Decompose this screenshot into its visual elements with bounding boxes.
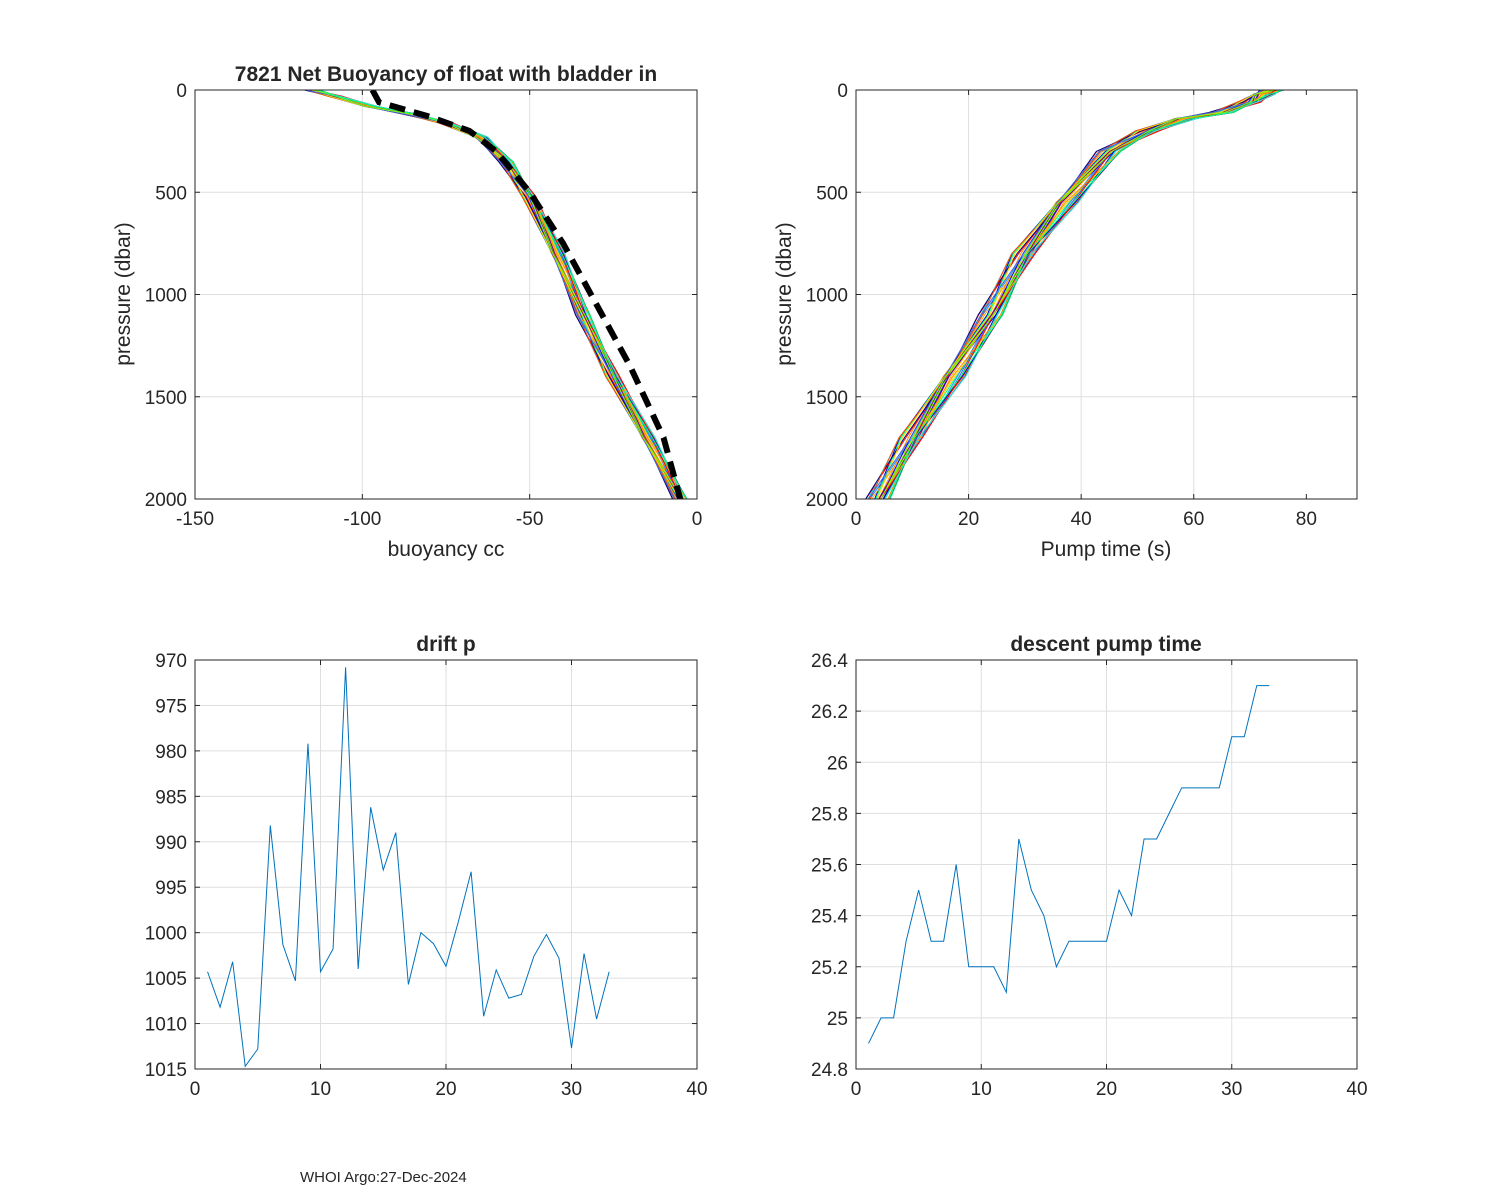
descentpump-ytick-label: 25.2 (811, 958, 848, 979)
buoyancy-ytick-label: 1500 (145, 388, 187, 409)
buoyancy-xtick-label: 0 (692, 509, 703, 530)
descentpump-series-line (868, 685, 1270, 1044)
descentpump-ticks: 0 10 20 30 40 24.8 25 25.2 25.4 25.6 25.8 26 26.2 26.… (811, 651, 1368, 1100)
pumptime-profile-line (879, 90, 1275, 499)
pumptime-xlabel: Pump time (s) (1041, 538, 1172, 561)
pumptime-ytick-label: 2000 (806, 490, 848, 511)
driftp-ytick-label: 985 (155, 787, 187, 808)
buoyancy-ytick-label: 2000 (145, 490, 187, 511)
buoyancy-ytick-label: 1000 (145, 286, 187, 307)
descentpump-xtick-label: 0 (851, 1079, 862, 1100)
descentpump-ytick-label: 25.8 (811, 804, 848, 825)
buoyancy-panel: -150 -100 -50 0 0 500 1000 1500 2000 7821 Net Bu… (112, 63, 702, 561)
driftp-panel: 0 10 20 30 40 970 975 980 985 990 995 1000 1005 1010 1… (145, 633, 708, 1100)
driftp-xtick-label: 20 (435, 1079, 456, 1100)
pumptime-ticks: 0 20 40 60 80 0 500 1000 1500 2000 (806, 81, 1357, 530)
buoyancy-xtick-label: -100 (343, 509, 381, 530)
driftp-ytick-label: 1000 (145, 924, 187, 945)
driftp-xtick-label: 0 (190, 1079, 201, 1100)
pumptime-profiles (865, 90, 1285, 499)
driftp-ytick-label: 980 (155, 742, 187, 763)
pumptime-xtick-label: 80 (1296, 509, 1317, 530)
buoyancy-profile-line (318, 90, 687, 499)
pumptime-ytick-label: 0 (837, 81, 848, 102)
buoyancy-xtick-label: -50 (516, 509, 543, 530)
descentpump-ytick-label: 25.4 (811, 907, 848, 928)
driftp-ytick-label: 970 (155, 651, 187, 672)
driftp-ytick-label: 990 (155, 833, 187, 854)
descentpump-ytick-label: 26.4 (811, 651, 848, 672)
pumptime-ylabel: pressure (dbar) (773, 222, 796, 366)
descentpump-panel: 0 10 20 30 40 24.8 25 25.2 25.4 25.6 25.8 26 26.2 26.… (811, 633, 1368, 1100)
descentpump-title: descent pump time (1010, 633, 1201, 656)
buoyancy-xtick-label: -150 (176, 509, 214, 530)
driftp-xtick-label: 30 (561, 1079, 582, 1100)
pumptime-profile-line (869, 90, 1264, 499)
driftp-ytick-label: 1010 (145, 1015, 187, 1036)
driftp-xtick-label: 10 (310, 1079, 331, 1100)
descentpump-ytick-label: 26 (827, 753, 848, 774)
descentpump-xtick-label: 20 (1096, 1079, 1117, 1100)
driftp-series-line (207, 667, 610, 1068)
driftp-xtick-label: 40 (686, 1079, 707, 1100)
buoyancy-grid (195, 90, 697, 499)
driftp-ytick-label: 975 (155, 696, 187, 717)
buoyancy-title: 7821 Net Buoyancy of float with bladder … (235, 63, 657, 86)
buoyancy-ylabel: pressure (dbar) (112, 222, 135, 366)
pumptime-profile-line (880, 90, 1276, 499)
pumptime-ytick-label: 1500 (806, 388, 848, 409)
descentpump-grid (856, 660, 1357, 1069)
descentpump-xtick-label: 10 (971, 1079, 992, 1100)
descentpump-ytick-label: 24.8 (811, 1060, 848, 1081)
pumptime-ytick-label: 500 (816, 183, 848, 204)
driftp-ytick-label: 995 (155, 878, 187, 899)
driftp-ticks: 0 10 20 30 40 970 975 980 985 990 995 1000 1005 1010 1… (145, 651, 708, 1100)
pumptime-profile-line (888, 90, 1284, 499)
descentpump-xtick-label: 40 (1346, 1079, 1367, 1100)
pumptime-xtick-label: 0 (851, 509, 862, 530)
pumptime-xtick-label: 60 (1183, 509, 1204, 530)
pumptime-profile-line (884, 90, 1280, 499)
descentpump-xtick-label: 30 (1221, 1079, 1242, 1100)
descentpump-series (868, 685, 1270, 1044)
driftp-series (207, 667, 610, 1068)
buoyancy-ytick-label: 0 (176, 81, 187, 102)
descentpump-ytick-label: 26.2 (811, 702, 848, 723)
descentpump-ytick-label: 25 (827, 1009, 848, 1030)
buoyancy-ytick-label: 500 (155, 183, 187, 204)
pumptime-xtick-label: 20 (958, 509, 979, 530)
driftp-ytick-label: 1005 (145, 969, 187, 990)
buoyancy-profile-line (315, 90, 685, 499)
driftp-title: drift p (416, 633, 475, 656)
buoyancy-profiles (304, 90, 688, 499)
driftp-grid (195, 660, 697, 1069)
buoyancy-xlabel: buoyancy cc (388, 538, 505, 561)
descentpump-ytick-label: 25.6 (811, 856, 848, 877)
pumptime-ytick-label: 1000 (806, 286, 848, 307)
pumptime-xtick-label: 40 (1071, 509, 1092, 530)
footer-credit: WHOI Argo:27-Dec-2024 (300, 1169, 467, 1186)
driftp-ytick-label: 1015 (145, 1060, 187, 1081)
buoyancy-ticks: -150 -100 -50 0 0 500 1000 1500 2000 (145, 81, 703, 530)
